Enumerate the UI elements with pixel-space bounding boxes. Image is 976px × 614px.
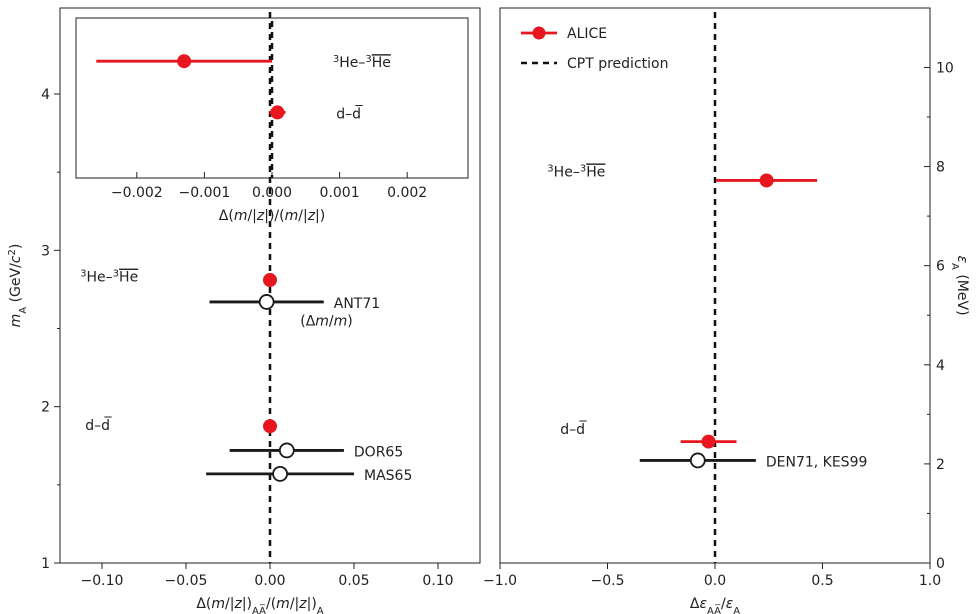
x-axis-label: Δ(m/|z|)AA̅/(m/|z|)A xyxy=(196,596,323,614)
annotation: d–d̅ xyxy=(560,421,587,439)
annotation: 3He–3He xyxy=(547,163,605,181)
x-tick-label: −1.0 xyxy=(483,573,517,589)
y-tick-label: 2 xyxy=(936,457,945,473)
y-axis-label: mA (GeV/c2) xyxy=(7,244,29,328)
data-point-reference xyxy=(278,442,295,459)
x-tick-label: −0.5 xyxy=(591,573,625,589)
x-tick-label: 1.0 xyxy=(919,573,941,589)
annotation: d–d̅ xyxy=(85,417,112,435)
point-label: ANT71 xyxy=(334,296,380,312)
y-tick-label: 10 xyxy=(936,60,954,76)
x-tick-label: −0.001 xyxy=(179,185,231,201)
legend-alice-label: ALICE xyxy=(567,26,607,42)
inset-data-point xyxy=(270,105,285,120)
x-tick-label: −0.05 xyxy=(165,573,208,589)
point-label: MAS65 xyxy=(364,468,412,484)
data-point-alice xyxy=(263,419,277,434)
y-tick-label: 3 xyxy=(41,243,50,259)
data-point-alice xyxy=(759,173,774,188)
x-tick-label: −0.10 xyxy=(81,573,124,589)
x-tick-label: 0.0 xyxy=(704,573,726,589)
point-label: DEN71, KES99 xyxy=(766,454,868,470)
legend-cpt-label: CPT prediction xyxy=(567,56,668,72)
data-point-reference xyxy=(272,465,288,482)
legend: ALICE CPT prediction xyxy=(521,26,668,72)
point-label: DOR65 xyxy=(354,444,403,460)
x-tick-label: 0.000 xyxy=(252,185,292,201)
y-tick-label: 4 xyxy=(41,87,50,103)
x-tick-label: 0.10 xyxy=(422,573,453,589)
data-point-alice xyxy=(263,273,277,288)
left-inset-panel: −0.002 −0.001 0.000 0.001 0.002 3He–3He d–d̅ Δ(… xyxy=(75,17,469,224)
inset-point-label: 3He–3He xyxy=(333,54,391,72)
data-point-reference xyxy=(689,452,706,469)
right-panel: −1.0 −0.5 0.0 0.5 1.00 2 4 6 8 10 DEN71, KES99 3He–… xyxy=(483,7,971,614)
y-tick-label: 6 xyxy=(936,259,945,275)
x-tick-label: 0.05 xyxy=(338,573,369,589)
y-tick-label: 4 xyxy=(936,358,945,374)
x-tick-label: 0.001 xyxy=(320,185,360,201)
x-tick-label: 0.002 xyxy=(387,185,427,201)
annotation: 3He–3He xyxy=(80,268,138,286)
data-point-alice xyxy=(701,434,716,449)
x-tick-label: 0.5 xyxy=(811,573,833,589)
x-tick-label: −0.002 xyxy=(111,185,163,201)
annotation: (Δm/m) xyxy=(300,313,353,329)
y-tick-label: 8 xyxy=(936,160,945,176)
y-tick-label: 1 xyxy=(41,556,50,572)
data-point-reference xyxy=(258,294,275,310)
y-axis-label: εA (MeV) xyxy=(950,255,971,315)
inset-data-point xyxy=(177,54,192,69)
x-axis-label: ΔεAA̅/εA xyxy=(690,596,740,614)
x-tick-label: 0.00 xyxy=(254,573,285,589)
inset-point-label: d–d̅ xyxy=(336,105,363,123)
left-panel: −0.10 −0.05 0.00 0.05 0.10 1 2 3 4 ANT71 DOR65 MAS6… xyxy=(7,7,481,614)
inset-x-axis-label: Δ(m/|z|)/(m/|z|) xyxy=(219,208,325,224)
y-tick-label: 0 xyxy=(936,556,945,572)
legend-alice-marker xyxy=(532,26,546,40)
y-tick-label: 2 xyxy=(41,400,50,416)
